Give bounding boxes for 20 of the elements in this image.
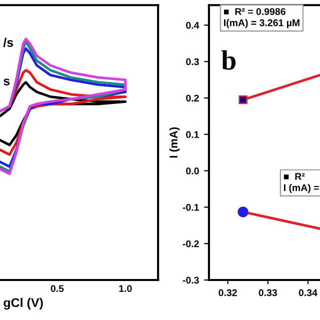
x-axis-title: gCl (V) (4, 298, 43, 310)
x-tick-label: 0.34 (298, 289, 318, 296)
y-tick-label: -0.2 (182, 240, 199, 248)
y-tick-label: 0.2 (186, 94, 199, 102)
y-tick-label: 0.3 (186, 58, 199, 66)
x-tick-label: 0.5 (50, 285, 64, 292)
y-tick-label: -0.3 (182, 276, 199, 284)
annotation: ■ R² = 0.9986 I(mA) = 3.261 µM (224, 8, 300, 28)
y-axis-title: I (mA) (169, 127, 180, 158)
x-tick-label: 0.33 (258, 289, 277, 296)
x-tick-label: 1.0 (119, 285, 132, 292)
annotation: ■ R² I (mA) = (284, 173, 319, 194)
annotation: /s (3, 38, 14, 48)
y-tick-label: 0.4 (186, 22, 200, 29)
y-tick-label: 0.0 (186, 168, 199, 174)
y-tick-label: 0.1 (186, 131, 199, 138)
annotation: b (222, 50, 236, 70)
y-tick-label: -0.1 (182, 204, 199, 211)
x-tick-label: 0.32 (218, 289, 237, 296)
annotation: s (4, 78, 10, 86)
